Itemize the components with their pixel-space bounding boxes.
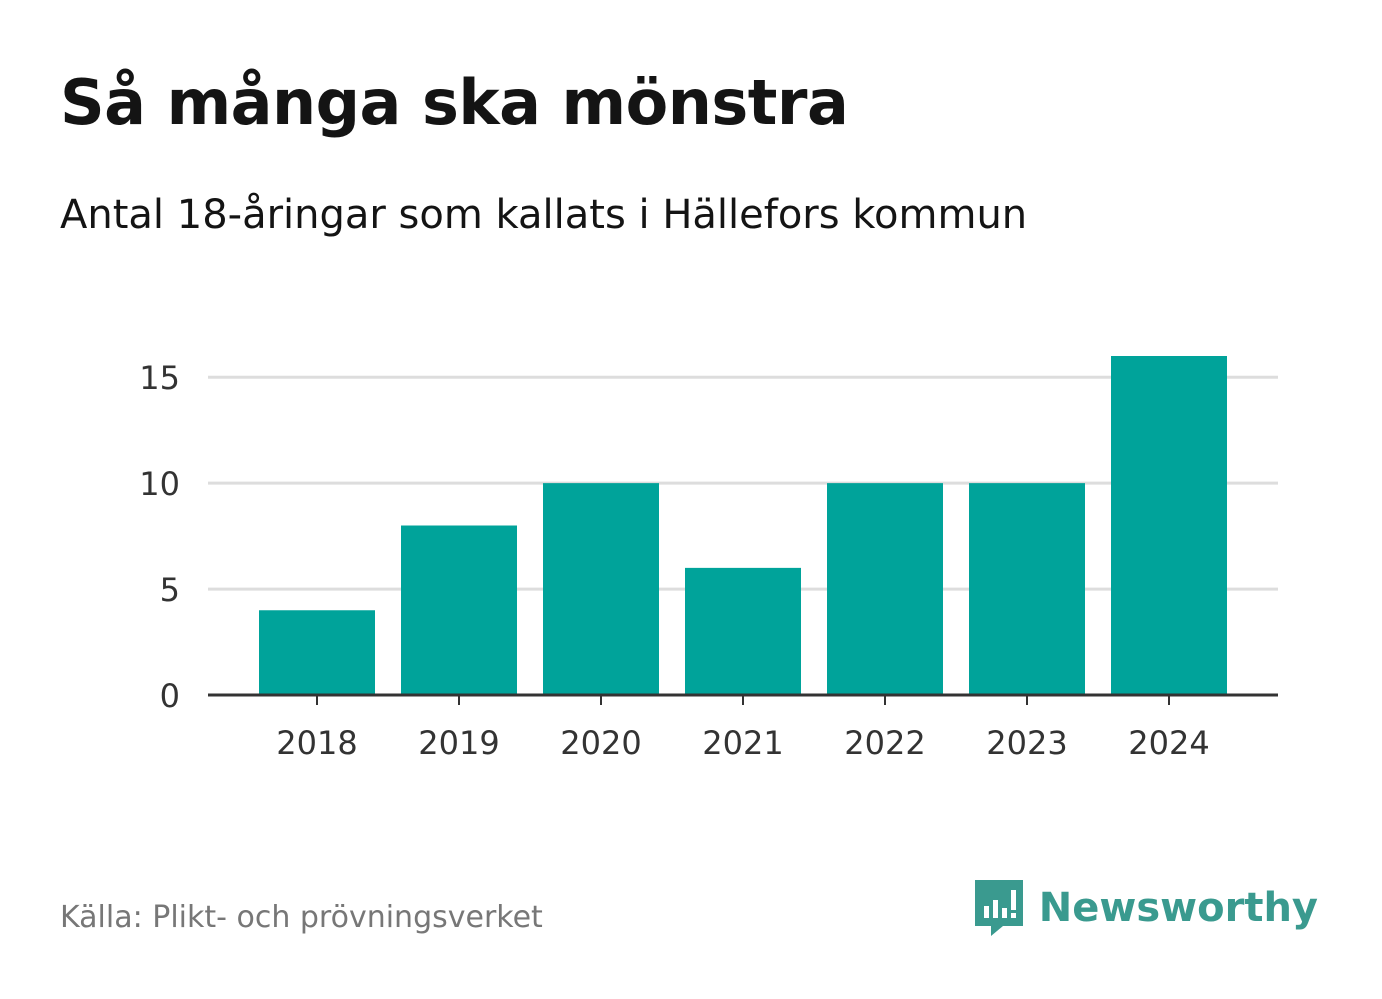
bar-2019 bbox=[401, 525, 517, 695]
y-tick-label-5: 5 bbox=[160, 571, 180, 609]
y-tick-label-10: 10 bbox=[139, 465, 180, 503]
x-tick-label-2022: 2022 bbox=[844, 724, 925, 762]
source-note: Källa: Plikt- och prövningsverket bbox=[60, 900, 543, 935]
x-tick-label-2020: 2020 bbox=[560, 724, 641, 762]
bar-2018 bbox=[259, 610, 375, 695]
axes bbox=[208, 693, 1278, 705]
bar-2023 bbox=[969, 483, 1085, 695]
tick-labels: 0 5 10 15 2018 2019 2020 2021 2022 2023 2024 bbox=[139, 359, 1209, 762]
bars bbox=[259, 356, 1227, 695]
newsworthy-logo-icon bbox=[974, 880, 1023, 936]
bar-2022 bbox=[827, 483, 943, 695]
x-tick-label-2019: 2019 bbox=[418, 724, 499, 762]
y-tick-label-15: 15 bbox=[139, 359, 180, 397]
y-tick-label-0: 0 bbox=[160, 677, 180, 715]
bar-2021 bbox=[685, 567, 801, 695]
x-tick-label-2018: 2018 bbox=[276, 724, 357, 762]
x-tick-label-2021: 2021 bbox=[702, 724, 783, 762]
x-tick-label-2023: 2023 bbox=[986, 724, 1067, 762]
bar-2024 bbox=[1111, 356, 1227, 695]
brand[interactable]: Newsworthy bbox=[973, 878, 1318, 938]
x-tick-label-2024: 2024 bbox=[1128, 724, 1209, 762]
chart-title: Så många ska mönstra bbox=[60, 66, 849, 139]
bar-2020 bbox=[543, 483, 659, 695]
brand-name: Newsworthy bbox=[1038, 885, 1318, 931]
chart-subtitle: Antal 18-åringar som kallats i Hällefors… bbox=[60, 192, 1028, 238]
